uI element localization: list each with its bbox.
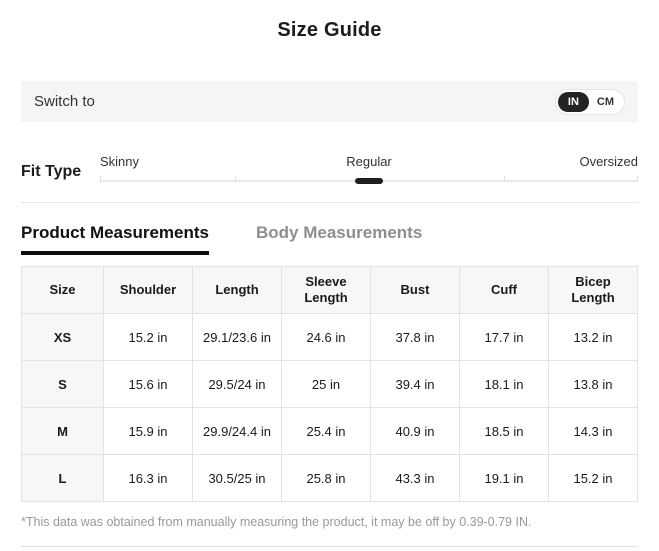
table-row: XS 15.2 in 29.1/23.6 in 24.6 in 37.8 in 17.7 … [21,313,638,361]
unit-switch-bar: Switch to IN CM [21,81,638,122]
size-table: Size Shoulder Length Sleeve Length Bust Cuff B… [21,266,638,502]
measurement-cell: 25 in [281,360,371,408]
measurement-cell: 25.8 in [281,454,371,502]
measurement-cell: 40.9 in [370,407,460,455]
fit-type-label: Fit Type [21,163,82,180]
size-label-cell: S [21,360,104,408]
fit-type-section: Fit Type Skinny Regular Oversized [21,154,638,184]
measurement-cell: 30.5/25 in [192,454,282,502]
size-label-cell: XS [21,313,104,361]
fit-track-tick [503,176,505,182]
tab-product-measurements[interactable]: Product Measurements [21,223,209,255]
fit-option-oversized[interactable]: Oversized [579,154,638,169]
measurement-cell: 15.2 in [548,454,638,502]
table-row: L 16.3 in 30.5/25 in 25.8 in 43.3 in 19.1 in 1… [21,454,638,502]
bottom-divider [21,546,638,547]
column-header-bicep-length: Bicep Length [548,266,638,314]
measurement-cell: 43.3 in [370,454,460,502]
measurement-cell: 15.2 in [103,313,193,361]
unit-toggle[interactable]: IN CM [554,88,625,115]
measurement-cell: 15.9 in [103,407,193,455]
size-label-cell: L [21,454,104,502]
measurement-cell: 16.3 in [103,454,193,502]
measurement-cell: 39.4 in [370,360,460,408]
column-header-cuff: Cuff [459,266,549,314]
table-header-row: Size Shoulder Length Sleeve Length Bust Cuff B… [21,266,638,314]
fit-track-tick [100,176,101,182]
table-row: M 15.9 in 29.9/24.4 in 25.4 in 40.9 in 18.5 i… [21,407,638,455]
column-header-length: Length [192,266,282,314]
fit-type-slider-thumb[interactable] [355,178,383,184]
measurement-disclaimer: *This data was obtained from manually me… [21,515,532,529]
measurement-cell: 37.8 in [370,313,460,361]
measurement-cell: 19.1 in [459,454,549,502]
fit-option-skinny[interactable]: Skinny [100,154,140,169]
fit-option-regular[interactable]: Regular [346,154,392,169]
fit-type-slider: Skinny Regular Oversized [100,154,638,184]
column-header-sleeve-length: Sleeve Length [281,266,371,314]
column-header-shoulder: Shoulder [103,266,193,314]
column-header-size: Size [21,266,104,314]
unit-option-cm[interactable]: CM [596,95,614,108]
measurement-cell: 13.2 in [548,313,638,361]
fit-track-tick [637,176,638,182]
table-row: S 15.6 in 29.5/24 in 25 in 39.4 in 18.1 in 13.… [21,360,638,408]
measurement-cell: 15.6 in [103,360,193,408]
fit-type-track[interactable] [100,176,638,184]
size-label-cell: M [21,407,104,455]
fit-type-options: Skinny Regular Oversized [100,154,638,171]
switch-to-label: Switch to [34,93,95,110]
section-divider [21,202,638,203]
measurement-cell: 14.3 in [548,407,638,455]
tab-body-measurements[interactable]: Body Measurements [256,223,423,242]
unit-option-in[interactable]: IN [557,91,589,112]
measurement-cell: 18.5 in [459,407,549,455]
measurement-cell: 25.4 in [281,407,371,455]
measurement-cell: 24.6 in [281,313,371,361]
measurement-cell: 13.8 in [548,360,638,408]
column-header-bust: Bust [370,266,460,314]
fit-track-tick [234,176,236,182]
measurement-cell: 29.9/24.4 in [192,407,282,455]
page-title: Size Guide [277,19,382,41]
measurement-tabs: Product Measurements Body Measurements [21,223,638,255]
measurement-cell: 17.7 in [459,313,549,361]
measurement-cell: 29.1/23.6 in [192,313,282,361]
measurement-cell: 18.1 in [459,360,549,408]
measurement-cell: 29.5/24 in [192,360,282,408]
